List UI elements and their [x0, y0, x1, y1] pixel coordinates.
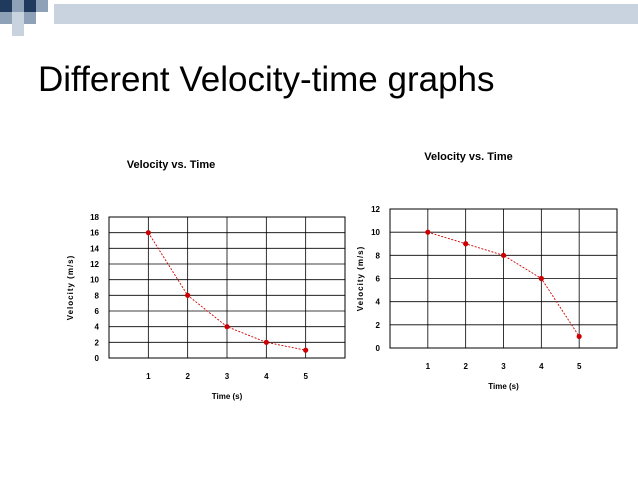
x-tick-label: 2 [463, 362, 468, 371]
y-tick-label: 8 [95, 291, 100, 300]
y-tick-label: 12 [90, 260, 99, 269]
data-point [185, 292, 191, 298]
data-point [425, 229, 431, 235]
y-tick-label: 16 [90, 229, 99, 238]
x-tick-label: 4 [264, 372, 269, 381]
y-tick-label: 10 [371, 228, 380, 237]
decor-square-7 [12, 24, 24, 36]
y-axis-label: Velocity (m/s) [356, 246, 365, 312]
x-tick-label: 1 [426, 362, 431, 371]
chart-title: Velocity vs. Time [424, 151, 512, 163]
decor-square-6 [24, 12, 36, 24]
chart-title: Velocity vs. Time [127, 159, 215, 171]
y-axis-label: Velocity (m/s) [66, 255, 75, 321]
y-tick-label: 10 [90, 276, 99, 285]
data-point [463, 241, 469, 247]
data-point [224, 324, 230, 330]
y-tick-label: 6 [376, 275, 381, 284]
decor-square-1 [12, 0, 24, 12]
x-axis-label: Time (s) [488, 382, 519, 391]
data-point [145, 230, 151, 236]
y-tick-label: 4 [376, 298, 381, 307]
data-point [576, 333, 582, 340]
x-tick-label: 5 [303, 372, 308, 381]
y-tick-label: 12 [371, 205, 380, 214]
decor-square-2 [24, 0, 36, 12]
y-tick-label: 0 [376, 344, 381, 353]
x-axis-label: Time (s) [212, 392, 243, 401]
series-line [427, 231, 580, 337]
y-tick-label: 4 [95, 323, 100, 332]
y-tick-label: 2 [376, 321, 381, 330]
x-tick-label: 3 [501, 362, 506, 371]
y-tick-label: 18 [90, 213, 99, 222]
y-tick-label: 14 [90, 244, 99, 253]
header-band [54, 4, 638, 24]
data-point [500, 252, 507, 258]
data-point [263, 339, 269, 345]
velocity-chart-decreasing: Velocity vs. Time 0 2 4 6 8 10 12 1 2 3 4 5 Time (s) V… [350, 140, 618, 405]
decor-square-0 [0, 0, 12, 12]
y-tick-label: 0 [95, 354, 100, 363]
slide-title: Different Velocity-time graphs [38, 60, 495, 99]
velocity-chart-exponential: Velocity vs. Time 0 2 4 6 8 10 12 14 16 18 1 2 3 4 5 Tim… [60, 145, 346, 410]
x-tick-label: 3 [225, 372, 230, 381]
y-tick-label: 2 [95, 338, 100, 347]
x-tick-label: 5 [577, 362, 582, 371]
data-point [538, 275, 544, 282]
x-tick-label: 2 [185, 372, 190, 381]
decor-square-4 [0, 12, 12, 24]
x-tick-label: 4 [539, 362, 544, 371]
x-tick-label: 1 [146, 372, 151, 381]
data-point [303, 347, 309, 353]
decor-square-3 [36, 0, 48, 12]
y-tick-label: 6 [95, 307, 100, 316]
decor-square-5 [12, 12, 24, 24]
decorative-squares [0, 0, 638, 36]
y-tick-label: 8 [376, 251, 381, 260]
